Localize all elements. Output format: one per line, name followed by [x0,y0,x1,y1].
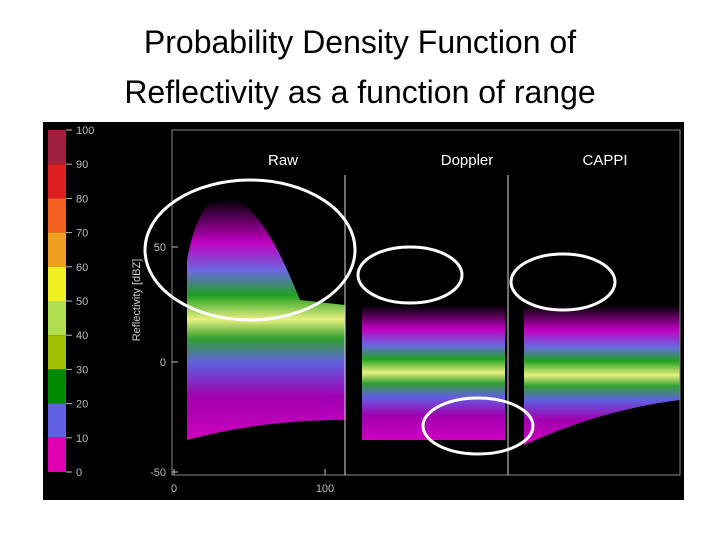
panel-label: Doppler [441,152,494,169]
colorbar-tick-label: 80 [76,193,88,205]
colorbar-tick-label: 70 [76,228,88,240]
x-tick-label: 100 [316,483,334,495]
colorbar-band [48,335,66,370]
colorbar-band [48,369,66,404]
y-tick-label: 50 [154,242,166,254]
x-tick-label: 0 [171,483,177,495]
colorbar-band [48,301,66,336]
colorbar-band [48,232,66,267]
colorbar-band [48,403,66,438]
highlight-ellipse [421,396,535,456]
highlight-ellipse [143,178,357,322]
colorbar-band [48,198,66,233]
colorbar-tick-label: 50 [76,296,88,308]
colorbar-tick-label: 10 [76,433,88,445]
panel-label: Raw [268,152,298,169]
heat-doppler [362,305,505,440]
y-axis-label: Reflectivity [dBZ] [131,259,143,342]
colorbar-tick-label: 100 [76,125,94,137]
colorbar-tick-label: 90 [76,159,88,171]
axes-frame [171,129,681,476]
colorbar-band [48,164,66,199]
heat-cappi [524,305,680,445]
y-tick-label: -50 [150,467,166,479]
highlight-ellipse [509,252,617,312]
colorbar-tick-label: 30 [76,364,88,376]
slide-title: Probability Density Function of [143,24,577,60]
colorbar-band [48,130,66,165]
colorbar-tick-label: 0 [76,467,82,479]
panel-label: CAPPI [582,152,627,169]
colorbar-band [48,266,66,301]
y-tick-label: 0 [160,357,166,369]
slide-title: Reflectivity as a function of range [124,74,596,110]
colorbar-tick-label: 40 [76,330,88,342]
colorbar-band [48,437,66,472]
colorbar-tick-label: 20 [76,399,88,411]
highlight-ellipse [356,245,464,305]
colorbar-tick-label: 60 [76,262,88,274]
